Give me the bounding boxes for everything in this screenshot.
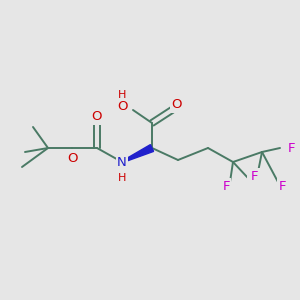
Text: F: F bbox=[288, 142, 296, 154]
Text: O: O bbox=[92, 110, 102, 124]
Text: H: H bbox=[118, 173, 126, 183]
Text: O: O bbox=[67, 152, 77, 164]
Text: F: F bbox=[248, 173, 256, 187]
Text: F: F bbox=[251, 169, 259, 182]
Text: O: O bbox=[172, 98, 182, 112]
Text: H: H bbox=[118, 90, 126, 100]
Polygon shape bbox=[122, 145, 154, 163]
Text: O: O bbox=[118, 100, 128, 113]
Text: F: F bbox=[278, 179, 286, 193]
Text: F: F bbox=[222, 179, 230, 193]
Text: N: N bbox=[117, 155, 127, 169]
